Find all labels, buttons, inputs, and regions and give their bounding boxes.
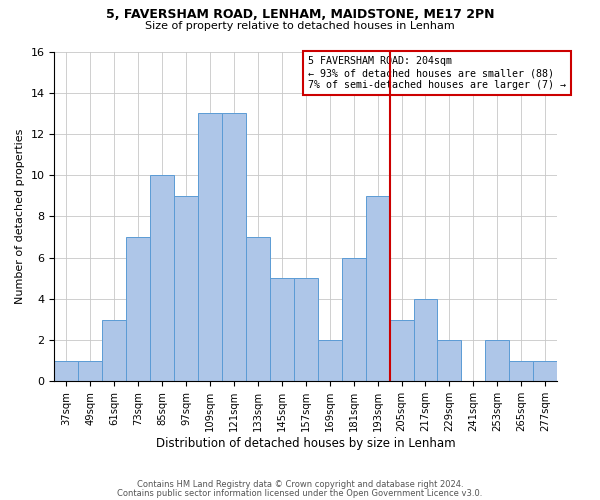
Bar [342, 258, 365, 382]
Bar [174, 196, 198, 382]
Bar [270, 278, 294, 382]
Bar [150, 175, 174, 382]
Bar [79, 360, 102, 382]
Bar [413, 299, 437, 382]
X-axis label: Distribution of detached houses by size in Lenham: Distribution of detached houses by size … [156, 437, 455, 450]
Bar [294, 278, 318, 382]
Bar [55, 360, 79, 382]
Bar [437, 340, 461, 382]
Bar [102, 320, 126, 382]
Bar [198, 114, 222, 382]
Text: 5, FAVERSHAM ROAD, LENHAM, MAIDSTONE, ME17 2PN: 5, FAVERSHAM ROAD, LENHAM, MAIDSTONE, ME… [106, 8, 494, 20]
Bar [126, 237, 150, 382]
Bar [246, 237, 270, 382]
Bar [485, 340, 509, 382]
Text: Contains public sector information licensed under the Open Government Licence v3: Contains public sector information licen… [118, 488, 482, 498]
Bar [533, 360, 557, 382]
Bar [509, 360, 533, 382]
Text: Contains HM Land Registry data © Crown copyright and database right 2024.: Contains HM Land Registry data © Crown c… [137, 480, 463, 489]
Bar [318, 340, 342, 382]
Y-axis label: Number of detached properties: Number of detached properties [15, 128, 25, 304]
Bar [365, 196, 389, 382]
Bar [389, 320, 413, 382]
Bar [222, 114, 246, 382]
Text: Size of property relative to detached houses in Lenham: Size of property relative to detached ho… [145, 21, 455, 31]
Text: 5 FAVERSHAM ROAD: 204sqm
← 93% of detached houses are smaller (88)
7% of semi-de: 5 FAVERSHAM ROAD: 204sqm ← 93% of detach… [308, 56, 566, 90]
